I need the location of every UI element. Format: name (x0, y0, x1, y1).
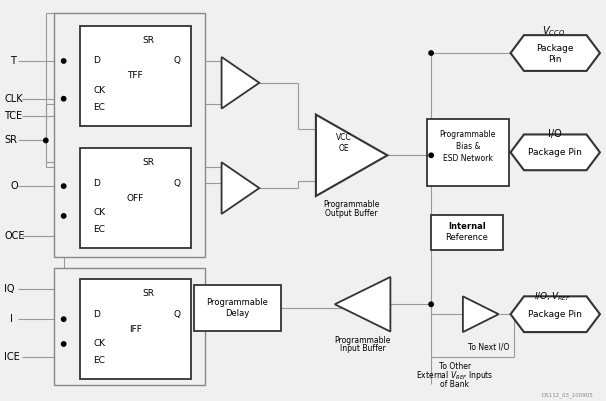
Text: Input Buffer: Input Buffer (340, 344, 385, 353)
Polygon shape (510, 35, 600, 71)
Text: Programmable: Programmable (440, 130, 496, 139)
Text: SR: SR (142, 158, 155, 167)
Text: TCE: TCE (4, 111, 22, 121)
Circle shape (61, 59, 66, 63)
Text: OFF: OFF (127, 194, 144, 203)
FancyBboxPatch shape (79, 148, 191, 248)
Polygon shape (222, 57, 259, 109)
Text: ESD Network: ESD Network (443, 154, 493, 163)
Text: EC: EC (93, 225, 105, 234)
Text: Output Buffer: Output Buffer (325, 209, 378, 219)
Text: IFF: IFF (128, 324, 142, 334)
Circle shape (429, 153, 433, 158)
Text: To Other: To Other (439, 363, 471, 371)
Circle shape (61, 214, 66, 218)
Circle shape (429, 51, 433, 55)
Text: Package Pin: Package Pin (528, 148, 582, 157)
Text: Delay: Delay (225, 309, 250, 318)
Text: I: I (10, 314, 13, 324)
Text: VCC: VCC (336, 133, 351, 142)
Circle shape (61, 97, 66, 101)
Text: Pin: Pin (548, 55, 562, 65)
FancyBboxPatch shape (427, 119, 508, 186)
Text: CK: CK (93, 86, 105, 95)
Text: Q: Q (174, 57, 181, 65)
Text: IQ: IQ (4, 284, 15, 294)
Text: D: D (93, 57, 101, 65)
Text: O: O (10, 181, 18, 191)
Polygon shape (222, 162, 259, 214)
Polygon shape (335, 277, 390, 332)
Text: ICE: ICE (4, 352, 20, 362)
Text: D: D (93, 310, 101, 319)
Text: Q: Q (174, 178, 181, 188)
FancyBboxPatch shape (194, 286, 281, 331)
Text: T: T (10, 56, 16, 66)
Circle shape (61, 184, 66, 188)
Text: OCE: OCE (4, 231, 25, 241)
Text: OE: OE (338, 144, 349, 153)
Circle shape (61, 317, 66, 321)
Text: To Next I/O: To Next I/O (468, 342, 510, 352)
Text: I/O: I/O (548, 130, 562, 140)
Text: TFF: TFF (127, 71, 143, 80)
Text: EC: EC (93, 103, 105, 112)
Polygon shape (510, 134, 600, 170)
Text: SR: SR (142, 36, 155, 45)
Text: Q: Q (174, 310, 181, 319)
Text: Internal: Internal (448, 222, 486, 231)
Text: External $V_{REF}$ Inputs: External $V_{REF}$ Inputs (416, 369, 494, 382)
Text: Bias &: Bias & (456, 142, 480, 151)
Text: CLK: CLK (4, 94, 22, 104)
Text: Programmable: Programmable (207, 298, 268, 307)
Circle shape (61, 342, 66, 346)
Text: EC: EC (93, 356, 105, 365)
Text: SR: SR (4, 136, 17, 146)
Polygon shape (316, 115, 387, 196)
Text: CK: CK (93, 340, 105, 348)
FancyBboxPatch shape (79, 26, 191, 126)
Text: CK: CK (93, 209, 105, 217)
Text: Programmable: Programmable (335, 336, 391, 344)
Text: Programmable: Programmable (324, 200, 380, 209)
Text: Package Pin: Package Pin (528, 310, 582, 319)
Circle shape (429, 302, 433, 306)
Text: Reference: Reference (445, 233, 488, 242)
FancyBboxPatch shape (54, 267, 205, 385)
Text: DS112_03_100905: DS112_03_100905 (541, 393, 593, 399)
FancyBboxPatch shape (431, 215, 502, 250)
FancyBboxPatch shape (79, 279, 191, 379)
Text: $V_{CCO}$: $V_{CCO}$ (542, 24, 565, 38)
FancyBboxPatch shape (54, 13, 205, 257)
Text: D: D (93, 178, 101, 188)
Text: of Bank: of Bank (441, 380, 470, 389)
Text: $I/O, V_{REF}$: $I/O, V_{REF}$ (534, 290, 572, 303)
Polygon shape (463, 296, 499, 332)
Text: SR: SR (142, 289, 155, 298)
Text: Package: Package (536, 44, 574, 53)
Circle shape (44, 138, 48, 143)
Polygon shape (510, 296, 600, 332)
